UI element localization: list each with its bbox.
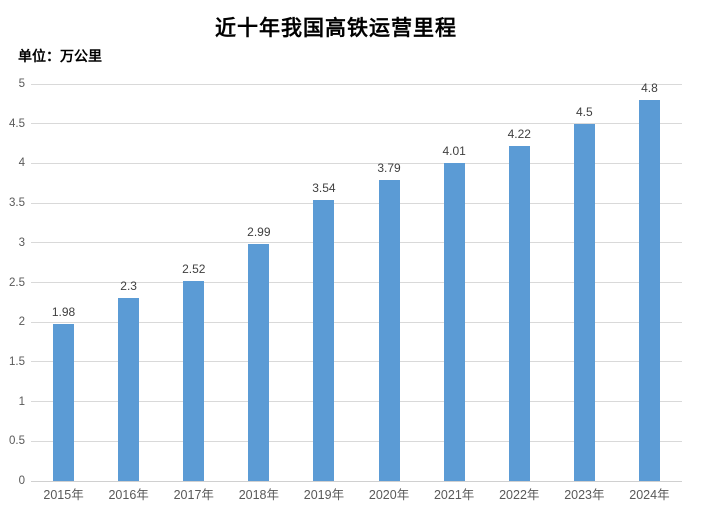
bar-value-label: 4.5 bbox=[576, 104, 593, 119]
x-axis-tick-label: 2019年 bbox=[303, 488, 345, 502]
bar-2023年 bbox=[573, 123, 595, 481]
y-axis-tick-label: 0.5 bbox=[9, 435, 25, 448]
y-axis-tick-label: 0 bbox=[18, 475, 25, 487]
gridline bbox=[31, 83, 682, 85]
gridline bbox=[31, 242, 682, 244]
y-axis-tick-label: 2.5 bbox=[9, 276, 25, 289]
bar-value-label: 2.3 bbox=[120, 279, 137, 294]
bar-value-label: 3.54 bbox=[312, 180, 336, 195]
y-axis-tick-label: 1 bbox=[18, 395, 25, 408]
gridline bbox=[31, 162, 682, 164]
x-axis-line bbox=[31, 480, 682, 482]
y-axis-tick-label: 3 bbox=[18, 236, 25, 249]
bar-value-label: 2.52 bbox=[182, 261, 206, 276]
bar-2015年 bbox=[53, 323, 75, 481]
gridline bbox=[31, 123, 682, 125]
y-axis-tick-label: 2 bbox=[18, 316, 25, 329]
gridline bbox=[31, 202, 682, 204]
x-axis-tick-label: 2023年 bbox=[564, 488, 605, 502]
x-axis-tick-label: 2018年 bbox=[238, 488, 279, 502]
bar-value-label: 3.79 bbox=[377, 161, 401, 176]
x-axis-tick-label: 2015年 bbox=[43, 488, 84, 502]
gridline bbox=[31, 401, 682, 403]
gridline bbox=[31, 361, 682, 363]
bar-value-label: 2.99 bbox=[247, 224, 271, 239]
bar-2024年 bbox=[638, 99, 660, 481]
x-axis-tick-label: 2021年 bbox=[433, 488, 475, 502]
gridline bbox=[31, 440, 682, 442]
y-axis-tick-label: 3.5 bbox=[9, 197, 25, 210]
y-axis-tick-label: 4 bbox=[18, 157, 25, 170]
bar-2022年 bbox=[508, 145, 530, 481]
bar-value-label: 1.98 bbox=[51, 304, 76, 319]
unit-label: 单位：万公里 bbox=[18, 48, 102, 64]
x-axis-tick-label: 2017年 bbox=[173, 488, 214, 502]
bar-2017年 bbox=[183, 280, 205, 481]
x-axis-tick-label: 2020年 bbox=[368, 488, 410, 502]
bar-2021年 bbox=[443, 162, 465, 481]
x-axis-tick-label: 2022年 bbox=[499, 488, 540, 502]
bar-value-label: 4.22 bbox=[507, 126, 531, 141]
y-axis-tick-label: 1.5 bbox=[9, 355, 25, 368]
x-axis-tick-label: 2024年 bbox=[629, 488, 670, 502]
y-axis-tick-label: 5 bbox=[18, 78, 25, 90]
y-axis-tick-label: 4.5 bbox=[9, 117, 25, 130]
bar-2016年 bbox=[118, 298, 140, 481]
bar-2018年 bbox=[248, 243, 270, 481]
gridline bbox=[31, 282, 682, 283]
bar-2020年 bbox=[378, 180, 400, 481]
gridline bbox=[31, 321, 682, 323]
bar-value-label: 4.8 bbox=[641, 80, 658, 95]
x-axis-tick-label: 2016年 bbox=[108, 488, 149, 502]
bar-value-label: 4.01 bbox=[442, 143, 466, 158]
chart-title: 近十年我国高铁运营里程 bbox=[215, 16, 457, 40]
bar-2019年 bbox=[313, 199, 335, 481]
